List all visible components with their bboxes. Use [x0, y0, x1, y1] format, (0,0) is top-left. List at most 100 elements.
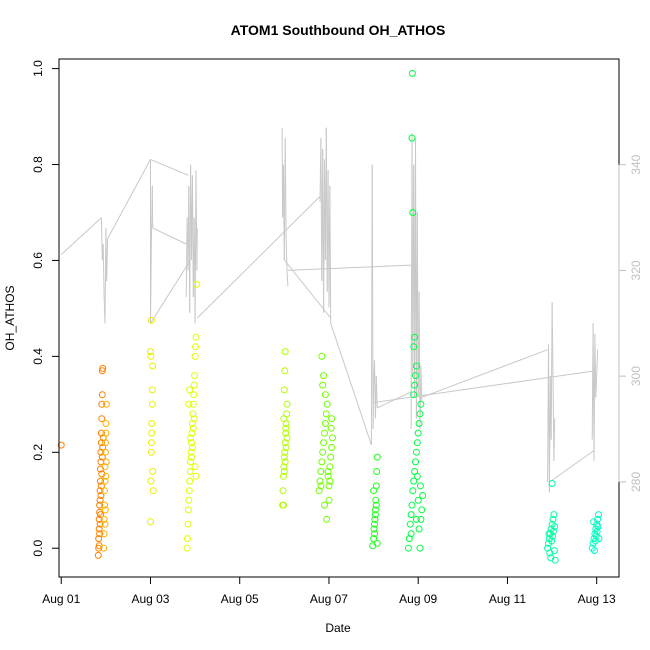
data-point	[416, 410, 424, 418]
line-segment	[594, 333, 597, 398]
data-point	[545, 530, 553, 538]
line-connector	[60, 217, 102, 255]
data-point	[280, 463, 288, 471]
line-segment	[329, 185, 332, 324]
data-point	[549, 532, 556, 540]
data-point	[57, 441, 65, 449]
data-point	[98, 453, 106, 461]
data-point	[279, 501, 287, 509]
line-connector	[373, 370, 595, 404]
data-point	[97, 448, 105, 456]
data-point	[94, 551, 102, 559]
y-tick-label: 1.0	[31, 60, 45, 77]
data-point	[321, 391, 329, 399]
data-point	[588, 544, 596, 552]
data-point	[416, 544, 424, 552]
data-point	[371, 511, 379, 519]
data-point	[149, 362, 157, 370]
data-point	[405, 535, 413, 543]
data-point	[147, 448, 155, 456]
data-point	[410, 391, 418, 399]
data-point	[548, 537, 556, 545]
data-point	[190, 391, 198, 399]
data-point	[595, 511, 602, 519]
data-point	[370, 487, 378, 495]
data-point	[317, 468, 325, 475]
y-tick-label: 0.2	[31, 444, 45, 461]
data-point	[147, 439, 155, 447]
plot-frame	[58, 58, 620, 578]
data-point	[410, 477, 418, 485]
data-point	[185, 400, 193, 408]
data-point	[550, 511, 558, 519]
line-segment	[106, 238, 109, 282]
data-point	[281, 458, 289, 466]
y-tick-label: 0.4	[31, 348, 45, 365]
data-point	[190, 381, 198, 389]
data-point	[102, 420, 110, 427]
data-point	[189, 410, 197, 418]
data-point	[101, 487, 108, 495]
data-point	[410, 343, 418, 351]
data-point	[190, 415, 198, 423]
data-point	[414, 429, 422, 437]
data-point	[96, 530, 104, 538]
line-connector	[150, 259, 192, 324]
data-point	[373, 453, 381, 461]
data-point	[100, 530, 108, 538]
line-connector	[196, 196, 321, 319]
data-point	[329, 434, 336, 442]
data-point	[183, 544, 191, 552]
line-segment	[285, 238, 288, 271]
x-tick-label: Aug 01	[42, 592, 80, 606]
data-point	[407, 511, 415, 519]
data-point	[324, 468, 332, 475]
line-series-layer	[60, 127, 599, 493]
data-point	[550, 547, 558, 555]
data-point	[189, 400, 197, 408]
data-point	[97, 429, 105, 437]
y-tick-label: 0.8	[31, 156, 45, 173]
x-tick-label: Aug 07	[310, 592, 348, 606]
line-segment	[375, 376, 378, 408]
data-point	[325, 496, 333, 504]
data-point	[188, 420, 196, 427]
data-point	[407, 530, 415, 538]
data-point	[323, 515, 331, 523]
y-tick-label: 0.0	[31, 540, 45, 557]
data-point	[589, 539, 597, 547]
data-point	[192, 343, 199, 351]
y2-tick-label: 280	[629, 472, 643, 492]
data-point	[147, 352, 155, 360]
data-point	[409, 487, 417, 495]
data-point	[95, 535, 103, 543]
data-point	[191, 372, 199, 380]
data-point	[419, 492, 427, 499]
data-point	[102, 400, 110, 408]
point-series-layer	[57, 69, 603, 564]
data-point	[148, 400, 156, 408]
data-point	[101, 463, 109, 471]
data-point	[591, 537, 599, 545]
data-point	[101, 439, 109, 447]
data-point	[147, 518, 154, 526]
line-segment	[102, 243, 105, 297]
data-point	[373, 468, 381, 475]
data-point	[326, 477, 334, 485]
data-point	[408, 69, 416, 77]
line-connector	[283, 259, 332, 319]
data-point	[418, 506, 426, 514]
data-point	[191, 352, 199, 360]
data-point	[98, 400, 106, 408]
data-point	[324, 472, 332, 480]
data-point	[148, 386, 156, 394]
data-point	[149, 487, 157, 495]
data-point	[371, 530, 378, 538]
data-point	[594, 523, 602, 531]
data-point	[184, 506, 192, 514]
data-point	[371, 515, 379, 523]
data-point	[149, 468, 157, 475]
data-point	[184, 520, 192, 528]
data-point	[412, 372, 419, 380]
